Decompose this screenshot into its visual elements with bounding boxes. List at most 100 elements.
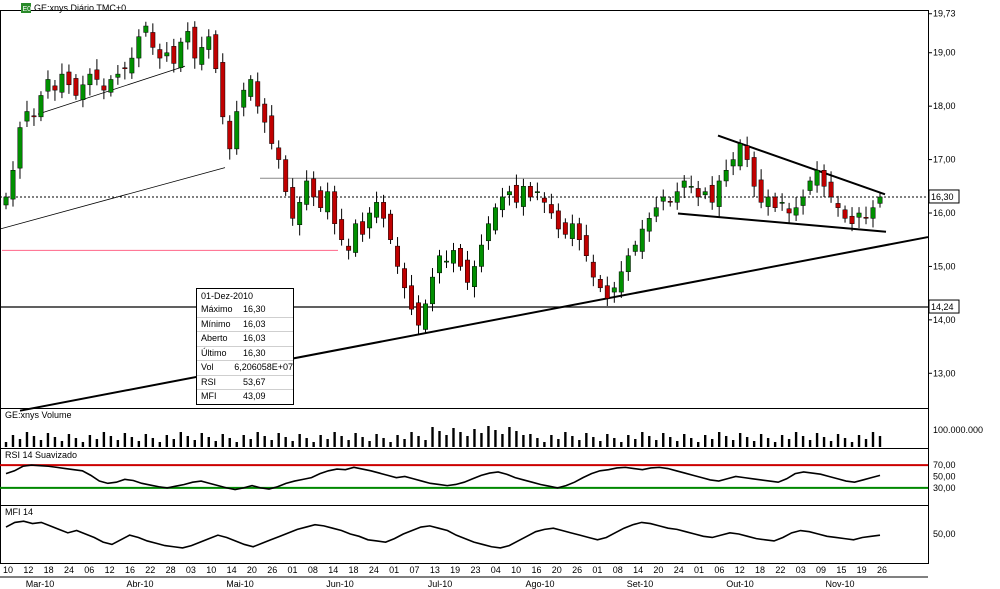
- volume-bar: [697, 442, 700, 447]
- date-tick-label: 26: [572, 565, 582, 575]
- volume-bar: [731, 440, 735, 447]
- volume-bar: [508, 427, 511, 447]
- candle-body: [723, 170, 729, 182]
- candle-body: [129, 57, 135, 74]
- candle-body: [185, 31, 191, 43]
- candle-body: [562, 222, 568, 235]
- date-tick-label: 20: [552, 565, 562, 575]
- volume-bar: [459, 432, 462, 447]
- volume-bar: [655, 440, 658, 447]
- info-row: RSI 53,67: [197, 374, 293, 390]
- volume-bar: [585, 433, 588, 447]
- price-tick-label: 13,00: [933, 368, 956, 378]
- volume-bar: [298, 434, 301, 447]
- candle-body: [150, 32, 156, 48]
- volume-bar: [787, 439, 791, 447]
- volume-bar: [172, 439, 176, 447]
- candle-body: [709, 184, 715, 203]
- rsi-title: RSI 14 Suavizado: [5, 450, 77, 460]
- date-tick-label: 18: [755, 565, 765, 575]
- date-tick-label: 06: [84, 565, 94, 575]
- volume-bar: [410, 432, 413, 447]
- candle-body: [646, 218, 652, 232]
- candle-body: [821, 170, 827, 187]
- candle-body: [597, 279, 603, 289]
- candle-body: [688, 186, 694, 188]
- date-tick-label: 14: [633, 565, 643, 575]
- volume-bar: [137, 441, 141, 447]
- candle-body: [772, 196, 778, 208]
- candle-body: [374, 202, 380, 218]
- last-price-tag: 16,30: [931, 192, 954, 202]
- trendline-long: [19, 236, 929, 412]
- volume-bar: [564, 432, 567, 447]
- candle-body: [199, 47, 205, 65]
- volume-bar: [361, 437, 364, 447]
- candle-body: [409, 285, 414, 310]
- candle-body: [416, 302, 421, 326]
- candle-body: [101, 85, 107, 91]
- candle-body: [10, 170, 16, 200]
- candle-body: [136, 36, 142, 59]
- volume-bar: [773, 442, 777, 447]
- price-tick-label: 19,00: [933, 48, 956, 58]
- candle-body: [611, 287, 617, 293]
- info-value: 16,30: [243, 347, 266, 358]
- info-value: 16,03: [243, 318, 266, 329]
- candle-body: [213, 34, 219, 70]
- volume-bar: [11, 435, 15, 447]
- candle-body: [625, 255, 631, 273]
- date-tick-label: 08: [308, 565, 318, 575]
- trendline-mar: [0, 167, 226, 230]
- candle-body: [17, 127, 23, 169]
- date-tick-label: 03: [796, 565, 806, 575]
- candle-body: [814, 170, 820, 186]
- volume-bar: [242, 435, 245, 447]
- candle-body: [465, 259, 470, 283]
- date-tick-label: 08: [613, 565, 623, 575]
- volume-bar: [780, 435, 784, 447]
- ticker-badge: [21, 3, 31, 13]
- volume-bar: [263, 436, 266, 447]
- candle-body: [73, 78, 79, 96]
- volume-bar: [871, 432, 875, 447]
- volume-bar: [158, 442, 162, 447]
- candle-body: [283, 159, 289, 192]
- candle-body: [800, 196, 806, 206]
- volume-bar: [270, 440, 273, 447]
- volume-bar: [417, 436, 420, 447]
- volume-bar: [717, 432, 721, 447]
- date-tick-label: 20: [653, 565, 663, 575]
- date-tick-label: 26: [267, 565, 277, 575]
- volume-bar: [32, 436, 36, 447]
- candle-body: [45, 79, 51, 92]
- candle-body: [381, 202, 387, 219]
- volume-bar: [347, 440, 350, 447]
- date-tick-label: 14: [328, 565, 338, 575]
- date-tick-label: 04: [491, 565, 501, 575]
- price-tick-label: 19,73: [933, 9, 956, 19]
- volume-bar: [752, 441, 756, 447]
- candle-body: [339, 219, 345, 240]
- volume-bar: [88, 435, 92, 447]
- volume-bar: [620, 442, 623, 447]
- date-tick-label: 12: [23, 565, 33, 575]
- volume-bar: [326, 439, 329, 447]
- volume-bar: [850, 442, 854, 447]
- volume-bar: [340, 436, 343, 447]
- volume-bar: [179, 432, 182, 447]
- volume-bar: [4, 442, 8, 447]
- candle-body: [325, 191, 331, 213]
- volume-bar: [81, 442, 85, 447]
- candle-body: [590, 261, 596, 278]
- volume-bar: [396, 435, 399, 447]
- info-key: Máximo: [201, 304, 233, 314]
- volume-bar: [382, 438, 385, 447]
- candle-body: [576, 223, 582, 240]
- volume-bar: [501, 434, 504, 447]
- info-value: 43,09: [243, 391, 266, 401]
- volume-bar: [627, 435, 630, 447]
- candle-body: [856, 212, 862, 218]
